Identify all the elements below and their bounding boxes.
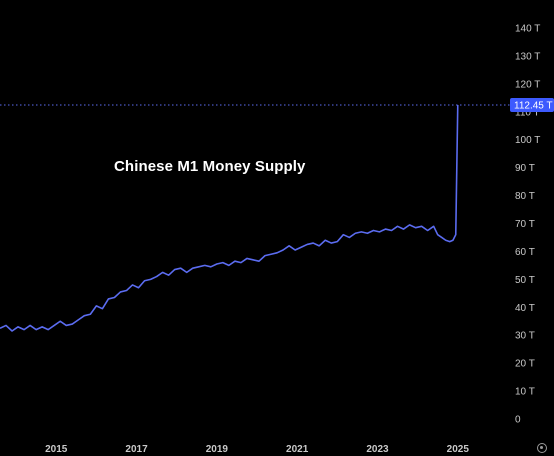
y-tick-label: 10 T: [515, 387, 535, 398]
y-axis: 0 10 T 20 T 30 T 40 T 50 T 60 T 70 T 80 T 90 T 100…: [515, 24, 540, 426]
x-tick-label: 2015: [45, 444, 68, 455]
y-tick-label: 110 T: [515, 107, 540, 118]
y-tick-label: 20 T: [515, 359, 535, 370]
y-tick-label: 70 T: [515, 219, 535, 230]
y-tick-label: 120 T: [515, 79, 540, 90]
y-tick-label: 130 T: [515, 51, 540, 62]
y-tick-label: 90 T: [515, 163, 535, 174]
series-line: [0, 104, 459, 332]
y-tick-label: 50 T: [515, 275, 535, 286]
chart-annotation: Chinese M1 Money Supply: [114, 158, 306, 175]
y-tick-label: 100 T: [515, 135, 540, 146]
y-tick-label: 40 T: [515, 303, 535, 314]
last-value-badge[interactable]: 112.45 T: [510, 97, 554, 112]
y-tick-label: 60 T: [515, 247, 535, 258]
x-tick-label: 2025: [447, 444, 470, 455]
x-tick-label: 2021: [286, 444, 309, 455]
y-tick-label: 140 T: [515, 24, 540, 35]
y-tick-label: 80 T: [515, 191, 535, 202]
last-value-badge-bg: [510, 97, 554, 112]
x-axis: 2015 2017 2019 2021 2023 2025: [45, 444, 469, 455]
x-tick-label: 2019: [206, 444, 229, 455]
settings-icon[interactable]: [537, 443, 547, 453]
x-tick-label: 2017: [125, 444, 148, 455]
last-value-label: 112.45 T: [514, 100, 553, 111]
y-tick-label: 0: [515, 415, 521, 426]
x-tick-label: 2023: [366, 444, 389, 455]
y-tick-label: 30 T: [515, 331, 535, 342]
